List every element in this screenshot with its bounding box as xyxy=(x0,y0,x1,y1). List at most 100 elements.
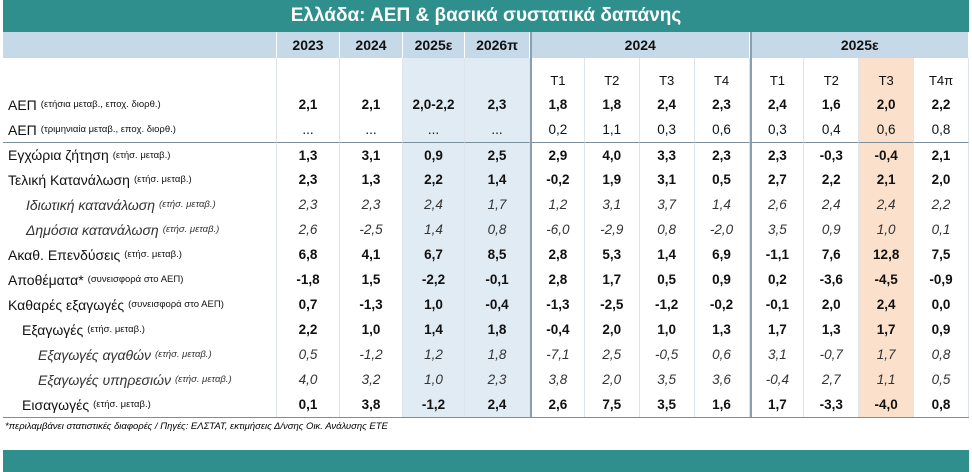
value-cell: 3,1 xyxy=(585,192,640,217)
quarter-header: T1 xyxy=(749,58,805,92)
value-cell: 2,6 xyxy=(277,217,340,242)
value-cell: 2,1 xyxy=(340,92,403,117)
row-label: Εγχώρια ζήτηση (ετήσ. μεταβ.) xyxy=(3,142,277,167)
value-cell: 3,8 xyxy=(530,367,585,392)
value-cell: 2,0 xyxy=(585,367,640,392)
value-cell: 6,7 xyxy=(403,242,465,267)
value-cell: 2,4 xyxy=(749,92,805,117)
value-cell: 1,4 xyxy=(640,242,695,267)
value-cell: 1,0 xyxy=(403,367,465,392)
label-note: (ετήσ. μεταβ.) xyxy=(154,349,212,360)
value-cell: 0,5 xyxy=(695,167,750,192)
value-cell: 1,7 xyxy=(749,392,805,417)
value-cell: -0,3 xyxy=(804,142,860,167)
value-cell: 1,3 xyxy=(695,317,750,342)
value-cell: -0,4 xyxy=(749,367,805,392)
value-cell: 0,5 xyxy=(914,367,969,392)
header-cell xyxy=(403,58,465,92)
header-cell xyxy=(3,32,277,58)
value-cell: -0,9 xyxy=(914,267,969,292)
quarter-header: T2 xyxy=(804,58,860,92)
value-cell: 0,8 xyxy=(465,217,530,242)
value-cell: 3,6 xyxy=(695,367,750,392)
header-cell xyxy=(3,58,277,92)
value-cell: -2,5 xyxy=(340,217,403,242)
value-cell: 2,2 xyxy=(277,317,340,342)
label-note: (συνεισφορά στο ΑΕΠ) xyxy=(87,274,184,285)
label-note: (ετήσ. μεταβ.) xyxy=(87,324,145,335)
value-cell: 1,0 xyxy=(859,217,915,242)
value-cell: 2,3 xyxy=(695,92,750,117)
value-cell: -0,7 xyxy=(804,342,860,367)
value-cell: 2,5 xyxy=(585,342,640,367)
value-cell: 2,1 xyxy=(859,167,915,192)
label-note: (ετήσ. μεταβ.) xyxy=(93,399,151,410)
value-cell: 2,3 xyxy=(465,367,530,392)
value-cell: 3,5 xyxy=(749,217,805,242)
value-cell: 2,2 xyxy=(804,167,860,192)
value-cell: 0,1 xyxy=(914,217,969,242)
quarter-header: T3 xyxy=(640,58,695,92)
value-cell: 3,2 xyxy=(340,367,403,392)
value-cell: 5,3 xyxy=(585,242,640,267)
value-cell: 1,3 xyxy=(340,167,403,192)
label-note: (ετήσ. μεταβ.) xyxy=(124,249,182,260)
row-label: ΑΕΠ (ετήσια μεταβ., εποχ. διορθ.) xyxy=(3,92,277,117)
value-cell: 1,8 xyxy=(530,92,585,117)
title: Ελλάδα: ΑΕΠ & βασικά συστατικά δαπάνης xyxy=(3,0,969,32)
value-cell: -0,1 xyxy=(465,267,530,292)
value-cell: -1,8 xyxy=(277,267,340,292)
value-cell: 0,9 xyxy=(403,142,465,167)
value-cell: 0,8 xyxy=(640,217,695,242)
label-text: Ιδιωτική κατανάλωση xyxy=(26,196,156,213)
row-label: Εξαγωγές υπηρεσιών (ετήσ. μεταβ.) xyxy=(3,367,277,392)
value-cell: 2,0 xyxy=(585,317,640,342)
value-cell: 2,4 xyxy=(403,192,465,217)
value-cell: 4,1 xyxy=(340,242,403,267)
value-cell: 2,6 xyxy=(749,192,805,217)
value-cell: -3,3 xyxy=(804,392,860,417)
value-cell: -0,4 xyxy=(465,292,530,317)
label-note: (ετήσ. μεταβ.) xyxy=(174,374,232,385)
value-cell: -2,5 xyxy=(585,292,640,317)
row-label: Εξαγωγές (ετήσ. μεταβ.) xyxy=(3,317,277,342)
header-cell xyxy=(340,58,403,92)
row-label: Εξαγωγές αγαθών (ετήσ. μεταβ.) xyxy=(3,342,277,367)
value-cell: 0,0 xyxy=(914,292,969,317)
value-cell: 2,3 xyxy=(465,92,530,117)
value-cell: 6,8 xyxy=(277,242,340,267)
value-cell: 2,7 xyxy=(749,167,805,192)
label-text: Καθαρές εξαγωγές xyxy=(8,296,125,313)
label-text: Αποθέματα* xyxy=(8,271,84,288)
value-cell: -0,5 xyxy=(640,342,695,367)
group-header: 2024 xyxy=(530,32,750,58)
quarter-header: T4π xyxy=(914,58,969,92)
header-cell xyxy=(277,58,340,92)
quarter-header: T2 xyxy=(585,58,640,92)
value-cell: 2,3 xyxy=(277,167,340,192)
value-cell: 2,8 xyxy=(530,242,585,267)
value-cell: 0,3 xyxy=(749,117,805,142)
value-cell: 12,8 xyxy=(859,242,915,267)
label-text: Εγχώρια ζήτηση xyxy=(8,147,109,163)
label-text: ΑΕΠ xyxy=(8,96,37,113)
value-cell: 0,2 xyxy=(749,267,805,292)
label-note: (τριμηνιαία μεταβ., εποχ. διορθ.) xyxy=(40,124,176,135)
value-cell: 2,3 xyxy=(340,192,403,217)
label-note: (ετήσια μεταβ., εποχ. διορθ.) xyxy=(40,99,161,110)
row-label: Ιδιωτική κατανάλωση (ετήσ. μεταβ.) xyxy=(3,192,277,217)
value-cell: 0,9 xyxy=(695,267,750,292)
label-note: (ετήσ. μεταβ.) xyxy=(112,149,171,161)
value-cell: 2,1 xyxy=(914,142,969,167)
value-cell: 2,4 xyxy=(804,192,860,217)
value-cell: 2,4 xyxy=(859,292,915,317)
value-cell: -3,6 xyxy=(804,267,860,292)
value-cell: 4,0 xyxy=(584,142,640,167)
quarter-header: T1 xyxy=(530,58,585,92)
label-note: (συνεισφορά στο ΑΕΠ) xyxy=(128,299,224,310)
value-cell: 1,6 xyxy=(804,92,860,117)
value-cell: 0,6 xyxy=(695,342,750,367)
label-note: (ετήσ. μεταβ.) xyxy=(133,174,192,185)
header-cell xyxy=(465,58,530,92)
value-cell: 1,4 xyxy=(465,167,530,192)
